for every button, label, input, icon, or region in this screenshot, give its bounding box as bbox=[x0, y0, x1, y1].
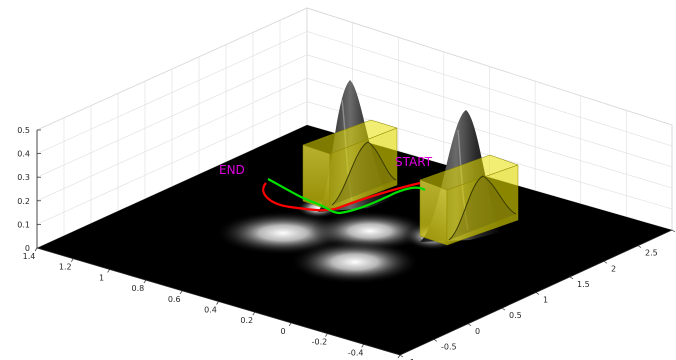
y-tick-mark bbox=[143, 279, 147, 284]
x-tick-label: 0.5 bbox=[509, 311, 522, 320]
y-tick-mark bbox=[71, 258, 74, 262]
x-tick-mark bbox=[671, 229, 676, 233]
y-tick-label: 0.2 bbox=[240, 316, 253, 325]
y-axis-ticks: -0.6-0.4-0.200.20.40.60.811.21.4 bbox=[23, 247, 401, 360]
z-axis-ticks: 0 0.1 0.2 0.3 0.4 0.5 bbox=[17, 126, 41, 253]
floor-heatmap bbox=[215, 198, 463, 284]
y-tick-mark bbox=[107, 269, 110, 273]
y-tick-mark bbox=[397, 354, 401, 359]
heat-blob bbox=[290, 240, 420, 284]
y-tick-label: 0.8 bbox=[132, 284, 145, 293]
z-tick-label: 0.2 bbox=[17, 197, 30, 206]
y-tick-mark bbox=[288, 322, 292, 327]
z-tick-label: 0.1 bbox=[17, 220, 30, 229]
x-tick-label: -1 bbox=[407, 358, 415, 360]
x-tick-mark bbox=[501, 307, 506, 311]
box-side bbox=[329, 127, 398, 211]
box-1 bbox=[302, 119, 398, 211]
box-side bbox=[446, 164, 519, 246]
y-tick-mark bbox=[325, 333, 328, 337]
z-tick-label: 0.5 bbox=[17, 126, 30, 135]
y-tick-mark bbox=[361, 344, 364, 348]
x-tick-mark bbox=[399, 354, 404, 358]
green-path bbox=[267, 178, 426, 215]
box-2 bbox=[419, 154, 519, 246]
red-path bbox=[262, 181, 421, 212]
x-tick-label: 1.5 bbox=[577, 280, 590, 289]
z-tick-label: 0.3 bbox=[17, 173, 30, 182]
y-tick-mark bbox=[216, 301, 219, 305]
x-tick-mark bbox=[433, 339, 438, 342]
y-tick-mark bbox=[34, 247, 38, 252]
x-tick-label: 1 bbox=[543, 296, 548, 305]
x-tick-mark bbox=[467, 323, 472, 327]
y-tick-label: 0.6 bbox=[168, 295, 181, 304]
y-tick-mark bbox=[252, 312, 256, 316]
annotation-start: START bbox=[395, 155, 433, 169]
y-tick-label: 1.2 bbox=[59, 263, 72, 272]
y-tick-mark bbox=[179, 290, 183, 294]
y-tick-label: 0 bbox=[281, 327, 286, 336]
annotation-end: END bbox=[219, 163, 245, 177]
x-axis-ticks: -1-0.500.511.522.53 bbox=[399, 229, 676, 360]
x-tick-mark bbox=[535, 292, 540, 295]
y-tick-label: -0.4 bbox=[348, 348, 364, 357]
z-tick-label: 0.4 bbox=[17, 150, 30, 159]
y-tick-label: 1 bbox=[99, 273, 104, 282]
box-curve bbox=[331, 141, 397, 206]
x-tick-mark bbox=[569, 276, 574, 280]
y-tick-label: 0.4 bbox=[204, 306, 217, 315]
x-tick-mark bbox=[603, 260, 608, 264]
x-tick-label: 2 bbox=[611, 264, 616, 273]
y-tick-label: 1.4 bbox=[23, 252, 36, 261]
x-tick-label: -0.5 bbox=[441, 342, 457, 351]
box-curve bbox=[448, 175, 517, 241]
x-tick-label: 2.5 bbox=[645, 249, 658, 258]
x-tick-label: 0 bbox=[475, 327, 480, 336]
z-tick-label: 0 bbox=[25, 244, 30, 253]
x-tick-mark bbox=[637, 245, 642, 248]
y-tick-label: -0.2 bbox=[312, 338, 328, 347]
